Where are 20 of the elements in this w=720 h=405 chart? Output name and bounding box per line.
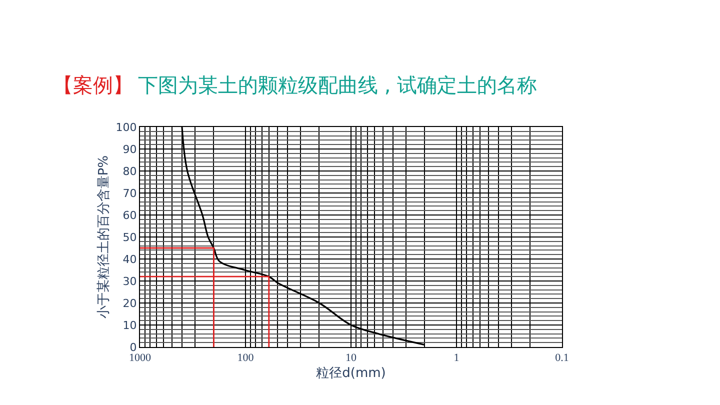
chart-title: 下图为某土的颗粒级配曲线 , 试确定土的名称 xyxy=(138,73,538,97)
y-tick-label: 100 xyxy=(116,120,137,134)
x-tick-label: 1 xyxy=(454,352,460,364)
y-tick-label: 50 xyxy=(122,230,137,244)
x-tick-label: 100 xyxy=(237,352,254,364)
x-axis-title: 粒径d(mm) xyxy=(316,366,386,381)
y-tick-label: 40 xyxy=(122,252,137,266)
y-tick-label: 70 xyxy=(122,186,137,200)
x-tick-label: 1000 xyxy=(129,352,152,364)
y-tick-label: 90 xyxy=(122,142,137,156)
y-axis-title: 小于某粒径土的百分含量P% xyxy=(96,155,112,319)
x-tick-label: 0.1 xyxy=(555,352,569,364)
y-tick-label: 10 xyxy=(122,318,137,332)
y-tick-label: 0 xyxy=(130,340,137,354)
text: 【案例】 xyxy=(53,73,133,97)
y-tick-label: 30 xyxy=(122,274,137,288)
x-tick-label: 10 xyxy=(346,352,357,364)
y-tick-label: 60 xyxy=(122,208,137,222)
y-tick-label: 80 xyxy=(122,164,137,178)
y-tick-label: 20 xyxy=(122,296,137,310)
